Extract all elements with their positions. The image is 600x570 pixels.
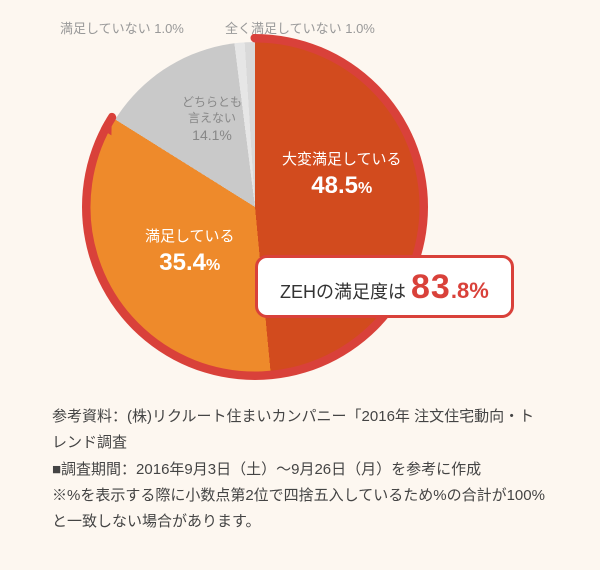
satisfaction-callout: ZEHの満足度は 83.8% <box>255 255 514 318</box>
footnote-line-2: ■調査期間：2016年9月3日（土）～9月26日（月）を参考に作成 <box>52 457 548 483</box>
slice-pct-unit: % <box>358 180 372 197</box>
pie-chart: 大変満足している 48.5% 満足している 35.4% どちらとも 言えない 1… <box>90 42 420 372</box>
callout-value-tail: .8% <box>451 278 489 303</box>
slice-label-neutral: どちらとも 言えない 14.1% <box>182 94 242 145</box>
footnotes: 参考資料：(株)リクルート住まいカンパニー「2016年 注文住宅動向・トレンド調… <box>52 404 548 535</box>
footnote-line-1: 参考資料：(株)リクルート住まいカンパニー「2016年 注文住宅動向・トレンド調… <box>52 404 548 457</box>
footnote-line-3: ※%を表示する際に小数点第2位で四捨五入しているため%の合計が100%と一致しな… <box>52 483 548 536</box>
slice-label-satisfied: 満足している 35.4% <box>145 227 235 280</box>
slice-pct: 14.1% <box>192 127 232 143</box>
callout-value-big: 83 <box>411 268 451 306</box>
label-not-satisfied: 満足していない 1.0% <box>60 18 184 37</box>
callout-prefix: ZEHの満足度は <box>280 282 406 302</box>
slice-pct: 48.5 <box>311 172 358 199</box>
slice-text: 大変満足している <box>282 151 402 168</box>
slice-text-l1: どちらとも <box>182 95 242 109</box>
slice-text-l2: 言えない <box>188 111 236 125</box>
slice-label-very-satisfied: 大変満足している 48.5% <box>282 150 402 203</box>
pie-body <box>90 42 420 372</box>
slice-pct: 35.4 <box>159 249 206 276</box>
label-not-satisfied-all: 全く満足していない 1.0% <box>225 18 375 37</box>
slice-text: 満足している <box>145 228 235 245</box>
slice-pct-unit: % <box>206 257 220 274</box>
